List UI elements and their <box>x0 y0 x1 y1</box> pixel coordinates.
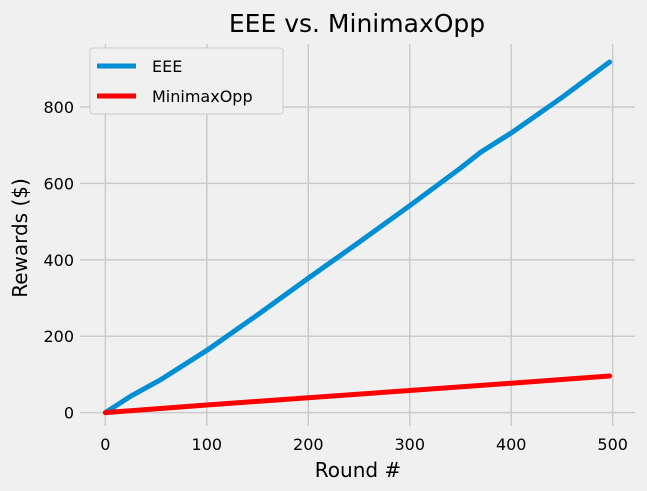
y-axis-label: Rewards ($) <box>8 178 32 298</box>
legend-label-minimaxopp: MinimaxOpp <box>152 87 253 106</box>
series-line-minimaxopp <box>102 373 613 416</box>
x-tick-label: 0 <box>100 435 110 454</box>
x-tick-label: 500 <box>597 435 628 454</box>
x-tick-label: 100 <box>192 435 223 454</box>
legend: EEE MinimaxOpp <box>89 47 284 115</box>
series-layer <box>102 59 613 416</box>
y-tick-label: 600 <box>43 174 74 193</box>
legend-label-eee: EEE <box>152 57 182 76</box>
ticks: 0 100 200 300 400 500 0 200 400 600 800 <box>43 98 627 454</box>
x-tick-label: 300 <box>394 435 425 454</box>
x-tick-label: 400 <box>496 435 527 454</box>
y-tick-label: 200 <box>43 327 74 346</box>
x-axis-label: Round # <box>315 458 401 482</box>
x-tick-label: 200 <box>293 435 324 454</box>
legend-box <box>89 47 284 115</box>
series-line-eee <box>102 59 613 416</box>
grid <box>80 44 635 426</box>
y-tick-label: 0 <box>64 404 74 423</box>
y-tick-label: 800 <box>43 98 74 117</box>
chart-title: EEE vs. MinimaxOpp <box>229 9 485 38</box>
y-tick-label: 400 <box>43 251 74 270</box>
